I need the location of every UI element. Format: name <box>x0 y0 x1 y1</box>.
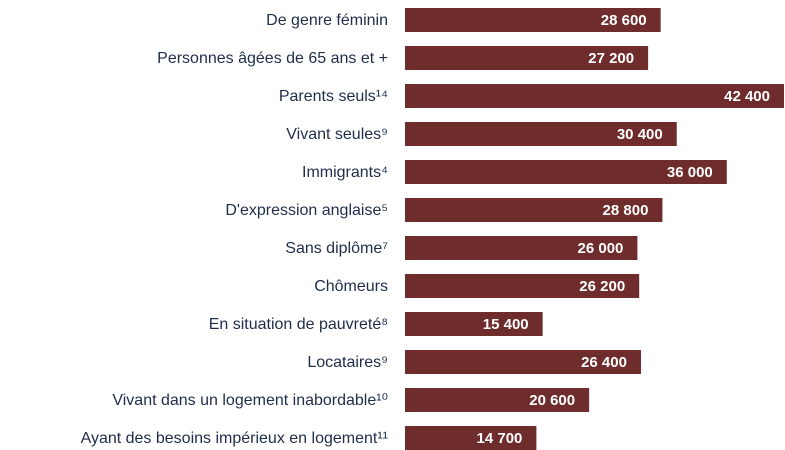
value-label: 30 400 <box>617 126 663 143</box>
category-label: Parents seuls¹⁴ <box>279 88 388 105</box>
value-label: 26 400 <box>581 354 627 371</box>
value-label: 26 000 <box>578 240 624 257</box>
bar <box>405 274 640 298</box>
value-label: 20 600 <box>529 392 575 409</box>
bar <box>405 350 641 374</box>
bar <box>405 426 537 450</box>
value-label: 36 000 <box>667 164 713 181</box>
bar <box>405 8 661 32</box>
category-label: Personnes âgées de 65 ans et + <box>157 50 388 67</box>
value-label: 15 400 <box>483 316 529 333</box>
category-label: Vivant seules⁹ <box>286 126 388 143</box>
category-label: Locataires⁹ <box>307 354 388 371</box>
category-label: Chômeurs <box>314 278 388 295</box>
value-label: 28 800 <box>603 202 649 219</box>
value-label: 27 200 <box>588 50 634 67</box>
category-label: Sans diplôme⁷ <box>285 240 388 257</box>
bar <box>405 388 590 412</box>
bar <box>405 160 727 184</box>
category-label: En situation de pauvreté⁸ <box>209 316 388 333</box>
value-label: 28 600 <box>601 12 647 29</box>
category-label: Immigrants⁴ <box>302 164 388 181</box>
bar <box>405 46 649 70</box>
value-label: 42 400 <box>724 88 770 105</box>
value-label: 26 200 <box>579 278 625 295</box>
category-label: De genre féminin <box>266 12 388 29</box>
bar <box>405 312 543 336</box>
bar <box>405 84 784 108</box>
category-label: D'expression anglaise⁵ <box>225 202 388 219</box>
bar <box>405 122 677 146</box>
value-label: 14 700 <box>477 430 523 447</box>
category-label: Vivant dans un logement inabordable¹⁰ <box>112 392 388 409</box>
category-label: Ayant des besoins impérieux en logement¹… <box>81 430 388 447</box>
bar <box>405 198 663 222</box>
bar <box>405 236 638 260</box>
